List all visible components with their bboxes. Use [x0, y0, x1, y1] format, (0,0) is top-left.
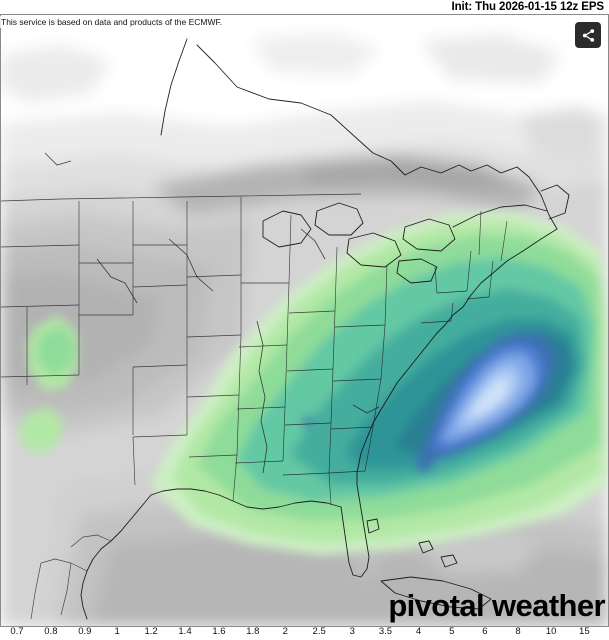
colorbar-tick: 0.7: [10, 626, 24, 637]
share-button[interactable]: [575, 22, 601, 48]
colorbar-tick: 1: [114, 626, 120, 637]
colorbar: 0.7 0.8 0.9 1 1.2 1.4 1.6 1.8 2 2.5 3 3.5 4 5 6 8 10 15: [0, 626, 609, 640]
model-init-label: Init: Thu 2026-01-15 12z EPS: [451, 1, 604, 13]
colorbar-tick: 5: [449, 626, 455, 637]
map-frame[interactable]: [0, 14, 609, 628]
colorbar-tick: 4: [415, 626, 422, 637]
colorbar-tick: 6: [482, 626, 488, 637]
map-canvas[interactable]: [1, 15, 608, 627]
colorbar-tick: 1.8: [246, 626, 260, 637]
colorbar-tick: 1.4: [178, 626, 192, 637]
colorbar-tick: 0.9: [78, 626, 92, 637]
share-icon: [582, 28, 594, 42]
colorbar-tick: 0.8: [44, 626, 58, 637]
pivotal-weather-watermark: pivotal weather: [388, 588, 605, 623]
colorbar-tick: 3.5: [378, 626, 393, 637]
colorbar-divider: [0, 626, 609, 627]
precipitation-heatmap: [1, 15, 608, 627]
colorbar-tick: 2.5: [312, 626, 326, 637]
colorbar-tick: 10: [545, 626, 557, 637]
colorbar-tick: 2: [282, 626, 288, 637]
colorbar-tick: 8: [515, 626, 521, 637]
ecmwf-attribution: This service is based on data and produc…: [0, 16, 226, 28]
colorbar-tick: 15: [579, 626, 590, 637]
map-header: Init: Thu 2026-01-15 12z EPS: [0, 0, 609, 14]
colorbar-tick: 1.6: [212, 626, 226, 637]
colorbar-tick-labels: 0.7 0.8 0.9 1 1.2 1.4 1.6 1.8 2 2.5 3 3.5 4 5 6 8 10 15: [0, 626, 609, 640]
colorbar-tick: 1.2: [144, 626, 158, 637]
colorbar-tick: 3: [349, 626, 355, 637]
